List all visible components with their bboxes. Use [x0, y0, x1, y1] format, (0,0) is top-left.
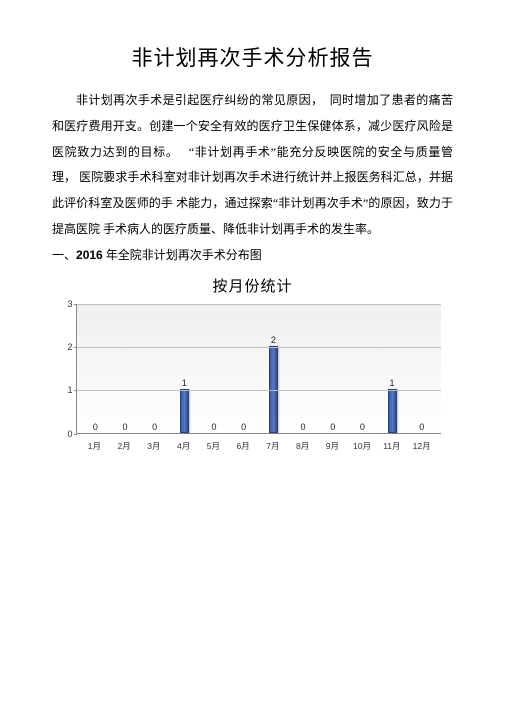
section-heading: 一、2016 年全院非计划再次手术分布图 [52, 243, 453, 269]
data-label: 0 [360, 422, 365, 432]
chart-title: 按月份统计 [58, 275, 448, 296]
y-tick-label: 1 [58, 385, 73, 395]
bar [180, 389, 189, 432]
data-label: 0 [122, 422, 127, 432]
bar-slot: 0 [348, 304, 378, 433]
x-tick-label: 12月 [407, 440, 437, 452]
section-rest: 年全院非计划再次手术分布图 [103, 248, 262, 262]
data-label: 0 [330, 422, 335, 432]
x-tick-label: 4月 [169, 440, 199, 452]
gridline [77, 347, 441, 348]
bar-slot: 0 [407, 304, 437, 433]
bar-slot: 0 [318, 304, 348, 433]
plot-area: 0 0 0 1 0 0 2 0 0 0 1 0 [76, 304, 441, 434]
section-year: 2016 [76, 248, 103, 262]
section-prefix: 一、 [52, 248, 76, 262]
data-label: 2 [271, 335, 276, 345]
x-tick-label: 11月 [377, 440, 407, 452]
chart-container: 按月份统计 0 0 0 1 0 0 2 0 0 0 1 0 1月2月3月4月5月6月7月8月9月10月… [58, 275, 448, 470]
data-label: 1 [390, 378, 395, 388]
y-tick-label: 3 [58, 299, 73, 309]
bars-group: 0 0 0 1 0 0 2 0 0 0 1 0 [77, 304, 441, 433]
data-label: 0 [301, 422, 306, 432]
x-tick-label: 9月 [318, 440, 348, 452]
data-label: 0 [241, 422, 246, 432]
x-axis-labels: 1月2月3月4月5月6月7月8月9月10月11月12月 [76, 440, 441, 452]
gridline [77, 304, 441, 305]
x-tick-label: 1月 [80, 440, 110, 452]
x-tick-label: 2月 [109, 440, 139, 452]
gridline [77, 390, 441, 391]
data-label: 0 [419, 422, 424, 432]
intro-paragraph: 非计划再次手术是引起医疗纠纷的常见原因， 同时增加了患者的痛苦和医疗费用开支。创… [52, 88, 453, 243]
data-label: 0 [93, 422, 98, 432]
bar-slot: 0 [81, 304, 111, 433]
bar-slot: 1 [170, 304, 200, 433]
x-tick-label: 6月 [228, 440, 258, 452]
y-tick-label: 0 [58, 429, 73, 439]
bar-slot: 0 [110, 304, 140, 433]
x-tick-label: 5月 [199, 440, 229, 452]
y-tick-label: 2 [58, 342, 73, 352]
bar-slot: 2 [259, 304, 289, 433]
bar-slot: 0 [140, 304, 170, 433]
data-label: 0 [212, 422, 217, 432]
bar-slot: 1 [377, 304, 407, 433]
bar [388, 389, 397, 432]
x-tick-label: 7月 [258, 440, 288, 452]
x-tick-label: 8月 [288, 440, 318, 452]
data-label: 1 [182, 378, 187, 388]
bar-slot: 0 [288, 304, 318, 433]
page-title: 非计划再次手术分析报告 [52, 42, 453, 72]
x-tick-label: 3月 [139, 440, 169, 452]
bar-chart: 0 0 0 1 0 0 2 0 0 0 1 0 1月2月3月4月5月6月7月8月9月10月11月12月… [58, 300, 448, 470]
bar-slot: 0 [229, 304, 259, 433]
bar-slot: 0 [199, 304, 229, 433]
x-tick-label: 10月 [347, 440, 377, 452]
data-label: 0 [152, 422, 157, 432]
